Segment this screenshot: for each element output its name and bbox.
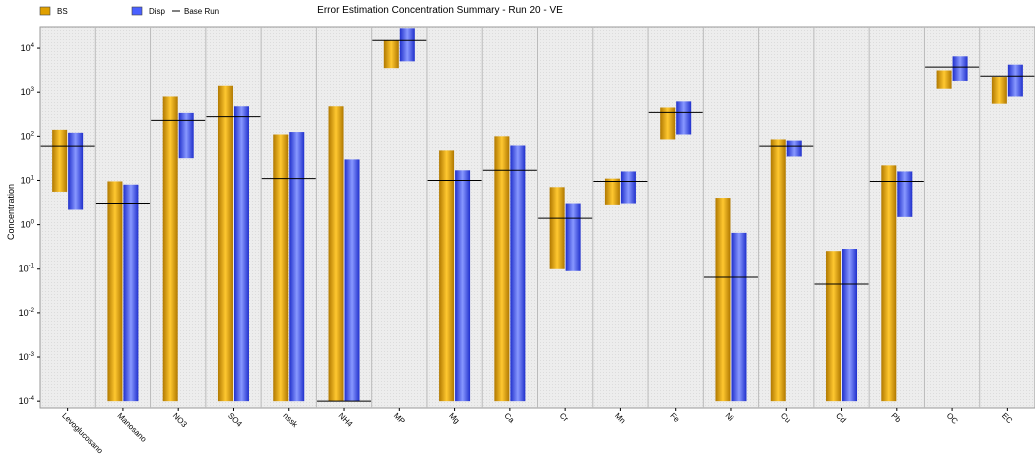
bs-bar	[328, 106, 344, 402]
y-axis-label: Concentration	[6, 184, 16, 240]
disp-bar	[510, 145, 526, 402]
x-category-label: Cu	[779, 411, 793, 425]
bs-bar	[494, 136, 510, 402]
bs-bar	[383, 40, 399, 69]
disp-bar	[1007, 64, 1023, 97]
legend: BS Disp Base Run	[39, 6, 219, 16]
bs-bar	[770, 139, 786, 402]
x-category-label: NO3	[171, 411, 189, 429]
bs-bar	[991, 77, 1007, 104]
bs-bar	[604, 178, 620, 205]
chart-title: Error Estimation Concentration Summary -…	[317, 5, 563, 16]
x-category-label: Manosano	[116, 411, 149, 444]
disp-bar	[399, 28, 415, 62]
disp-bar	[731, 232, 747, 402]
bs-bar	[660, 107, 676, 140]
x-category-label: Mg	[447, 411, 461, 425]
bs-bar	[826, 251, 842, 402]
disp-bar	[123, 184, 139, 402]
x-category-label: Levoglucosano	[60, 411, 105, 456]
bs-bar	[881, 165, 897, 402]
disp-bar	[786, 140, 802, 157]
bs-bar	[936, 70, 952, 89]
disp-bar	[952, 56, 968, 81]
disp-bar	[178, 112, 194, 159]
x-category-label: NH4	[337, 411, 355, 429]
legend-label: Base Run	[184, 7, 219, 16]
bs-bar	[439, 150, 455, 402]
x-category-label: SO4	[226, 411, 244, 429]
y-tick-label: 100	[21, 220, 35, 230]
disp-bar	[676, 101, 692, 135]
disp-bar	[897, 171, 913, 217]
x-category-label: Pb	[889, 411, 903, 425]
y-tick-label: 103	[21, 87, 35, 97]
bs-bar	[162, 96, 178, 402]
legend-label: Disp	[149, 7, 166, 16]
disp-bar	[289, 132, 305, 402]
y-tick-label: 102	[21, 131, 35, 141]
bs-bar	[549, 187, 565, 269]
disp-bar	[68, 132, 84, 210]
bs-bar	[273, 134, 289, 402]
disp-bar	[620, 171, 636, 204]
bs-bar	[107, 181, 123, 402]
x-category-label: MP	[392, 411, 407, 426]
legend-swatch	[39, 6, 51, 16]
x-category-label: Cd	[834, 411, 848, 425]
x-category-label: Ni	[724, 411, 736, 423]
y-tick-label: 101	[21, 175, 35, 185]
x-category-label: nssk	[281, 411, 300, 430]
x-category-label: OC	[945, 411, 960, 426]
disp-bar	[455, 170, 471, 402]
disp-bar	[344, 159, 360, 402]
legend-swatch	[131, 6, 143, 16]
plot-area: 10-4 10-3 10-2 10-1 100 101 102 103 104 Levogluco…	[19, 26, 1035, 456]
y-tick-label: 10-3	[19, 352, 35, 362]
x-category-label: Cr	[558, 411, 571, 424]
disp-bar	[565, 203, 581, 271]
bs-bar	[715, 198, 731, 402]
x-category-label: Ca	[502, 411, 516, 425]
y-tick-label: 104	[21, 43, 35, 53]
y-tick-label: 10-1	[19, 264, 35, 274]
x-category-label: Mn	[613, 411, 627, 425]
disp-bar	[842, 249, 858, 402]
y-tick-label: 10-4	[19, 396, 35, 406]
x-category-label: EC	[1000, 411, 1014, 425]
disp-bar	[233, 106, 249, 402]
bs-bar	[217, 85, 233, 402]
x-category-label: Fe	[668, 411, 681, 424]
legend-label: BS	[57, 7, 68, 16]
y-tick-label: 10-2	[19, 308, 35, 318]
bs-bar	[52, 129, 68, 192]
